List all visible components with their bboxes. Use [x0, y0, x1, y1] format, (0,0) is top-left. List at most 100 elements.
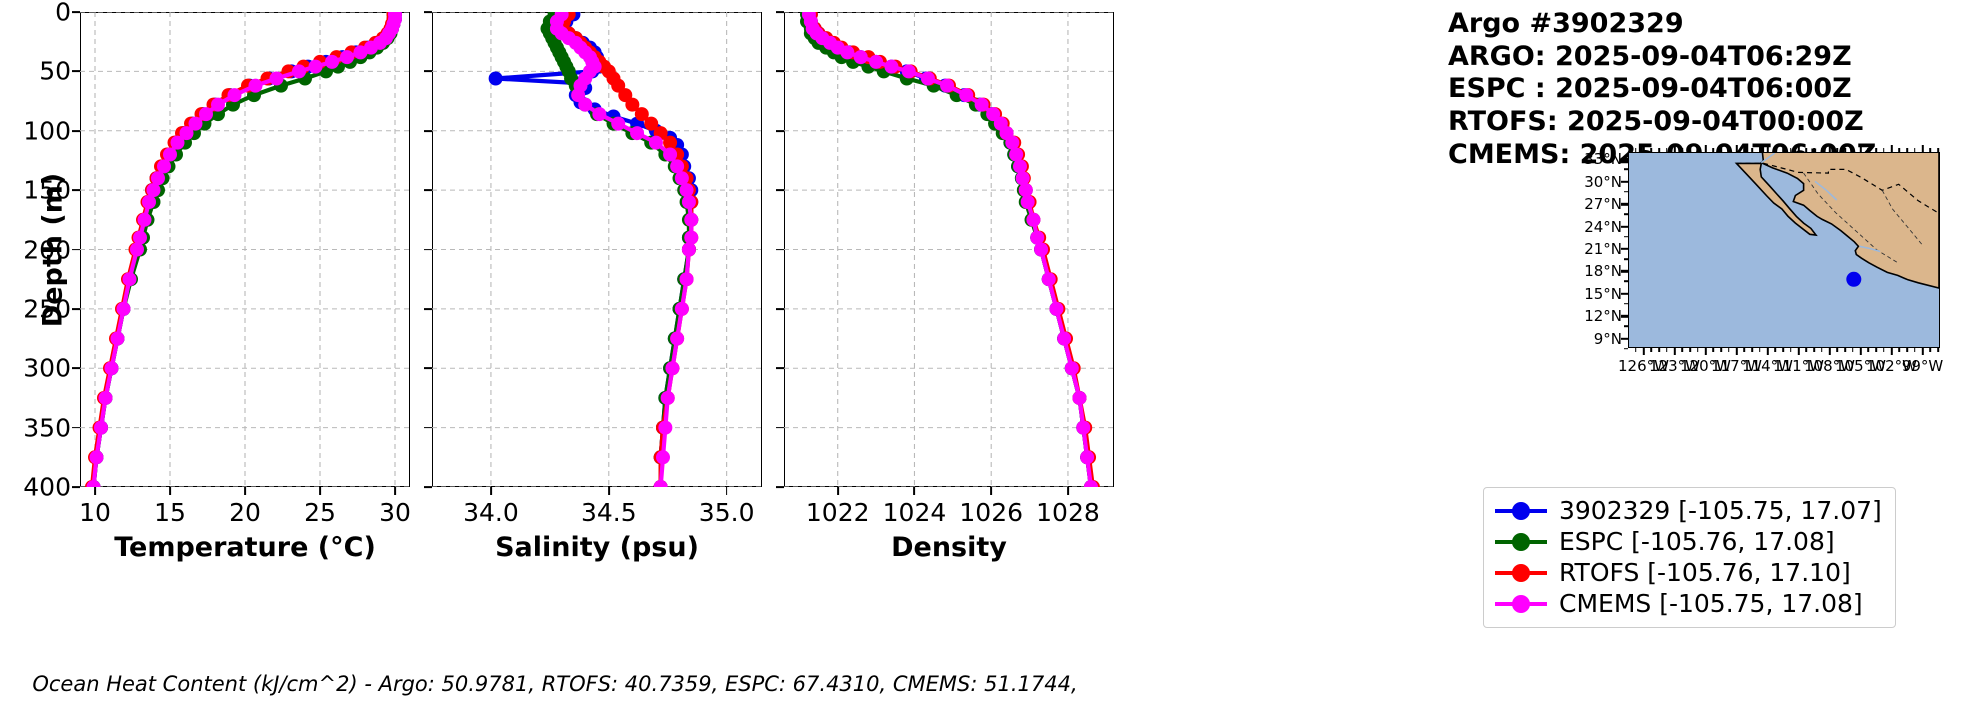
map-x-tick-mark — [1642, 348, 1645, 355]
map-x-minor-tick — [1937, 348, 1939, 352]
state-border-1 — [1881, 190, 1924, 247]
map-x-minor-tick — [1774, 348, 1777, 352]
series-point-RTOFS — [663, 135, 678, 150]
map-x-minor-tick — [1906, 148, 1908, 152]
legend-item-argo[interactable]: 3902329 [-105.75, 17.07] — [1495, 495, 1882, 526]
series-point-CMEMS — [648, 135, 663, 150]
map-x-tick-mark — [1766, 348, 1769, 355]
map-x-minor-tick — [1820, 348, 1823, 352]
series-point-CMEMS — [110, 331, 125, 346]
map-y-tick-label: 21°N — [1584, 240, 1622, 258]
map-x-minor-tick — [1758, 348, 1761, 352]
y-tick-label: 250 — [23, 294, 71, 324]
x-tick-mark — [913, 487, 916, 495]
map-x-tick-mark — [1797, 145, 1800, 152]
map-x-minor-tick — [1650, 148, 1653, 152]
y-tick-mark — [424, 307, 432, 310]
legend-swatch-icon — [1495, 593, 1547, 615]
y-tick-mark — [776, 248, 784, 251]
map-x-tick-label: 117°W — [1711, 357, 1762, 375]
series-point-CMEMS — [1009, 147, 1024, 162]
map-x-tick-label: 102°W — [1866, 357, 1917, 375]
series-point-CMEMS — [578, 97, 593, 112]
x-tick-label: 30 — [379, 498, 411, 527]
map-x-minor-tick — [1844, 148, 1846, 152]
y-tick-label: 350 — [23, 413, 71, 443]
river-1 — [1814, 180, 1838, 201]
map-x-minor-tick — [1751, 148, 1753, 152]
series-point-CMEMS — [130, 242, 144, 257]
y-tick-mark — [72, 70, 80, 73]
y-tick-mark — [776, 486, 784, 488]
series-point-CMEMS — [681, 242, 696, 257]
series-point-CMEMS — [142, 195, 156, 209]
map-x-minor-tick — [1696, 148, 1699, 152]
map-x-minor-tick — [1689, 148, 1691, 152]
map-x-minor-tick — [1913, 148, 1916, 152]
map-y-minor-tick — [1624, 168, 1628, 171]
series-point-CMEMS — [353, 45, 368, 60]
map-x-minor-tick — [1782, 148, 1784, 152]
map-y-tick-mark — [1621, 203, 1628, 206]
map-y-tick-label: 24°N — [1584, 217, 1622, 236]
map-x-minor-tick — [1634, 348, 1637, 352]
series-point-CMEMS — [660, 390, 675, 405]
map-x-minor-tick — [1882, 148, 1885, 152]
map-y-minor-tick — [1624, 325, 1628, 327]
series-point-CMEMS — [211, 97, 225, 112]
y-tick-mark — [424, 367, 432, 370]
series-point-CMEMS — [679, 272, 694, 287]
map-x-tick-mark — [1890, 348, 1893, 355]
series-point-CMEMS — [1012, 159, 1027, 174]
y-tick-mark — [424, 248, 432, 251]
y-tick-mark — [424, 129, 432, 132]
map-x-minor-tick — [1681, 148, 1684, 152]
map-x-minor-tick — [1665, 348, 1668, 352]
map-x-minor-tick — [1898, 148, 1901, 152]
series-point-CMEMS — [1083, 480, 1098, 487]
y-tick-label: 300 — [23, 353, 71, 383]
float-location-marker — [1846, 271, 1862, 287]
series-point-CMEMS — [901, 64, 916, 79]
series-point-CMEMS — [656, 450, 670, 465]
map-x-minor-tick — [1851, 148, 1854, 152]
y-tick-label: 50 — [39, 56, 71, 86]
series-point-CMEMS — [122, 272, 137, 287]
salinity-axis-label: Salinity (psu) — [495, 532, 699, 563]
series-point-CMEMS — [940, 78, 955, 93]
map-x-minor-tick — [1836, 348, 1839, 352]
map-x-tick-mark — [1828, 145, 1831, 152]
x-tick-label: 20 — [229, 498, 261, 527]
legend-item-espc[interactable]: ESPC [-105.76, 17.08] — [1495, 526, 1882, 557]
map-x-minor-tick — [1743, 348, 1746, 352]
series-point-CMEMS — [630, 126, 645, 141]
series-point-CMEMS — [133, 230, 147, 245]
legend-item-label: RTOFS [-105.76, 17.10] — [1559, 558, 1851, 587]
x-tick-label: 15 — [154, 498, 186, 527]
map-x-minor-tick — [1789, 348, 1792, 352]
state-border-0 — [1803, 172, 1898, 264]
y-tick-mark — [72, 248, 80, 251]
temperature-plot-svg — [80, 12, 410, 487]
y-tick-mark — [776, 307, 784, 310]
series-point-CMEMS — [94, 420, 108, 435]
map-y-tick-mark — [1621, 292, 1628, 295]
y-tick-mark — [776, 367, 784, 370]
map-x-minor-tick — [1720, 348, 1722, 352]
map-x-minor-tick — [1689, 348, 1691, 352]
series-point-CMEMS — [188, 116, 203, 131]
x-tick-label: 34.0 — [463, 498, 519, 527]
map-y-tick-mark — [1621, 270, 1628, 273]
x-tick-label: 1024 — [882, 498, 947, 527]
series-point-CMEMS — [679, 183, 694, 198]
legend-item-rtofs[interactable]: RTOFS [-105.76, 17.10] — [1495, 557, 1882, 588]
legend-item-cmems[interactable]: CMEMS [-105.75, 17.08] — [1495, 588, 1882, 619]
y-tick-mark — [424, 189, 432, 192]
map-x-minor-tick — [1813, 348, 1815, 352]
map-x-minor-tick — [1844, 348, 1846, 352]
map-x-tick-mark — [1797, 348, 1800, 355]
map-x-tick-label: 123°W — [1649, 357, 1700, 375]
series-point-CMEMS — [89, 450, 104, 465]
ocean-heat-content-caption: Ocean Heat Content (kJ/cm^2) - Argo: 50.… — [32, 672, 1078, 696]
